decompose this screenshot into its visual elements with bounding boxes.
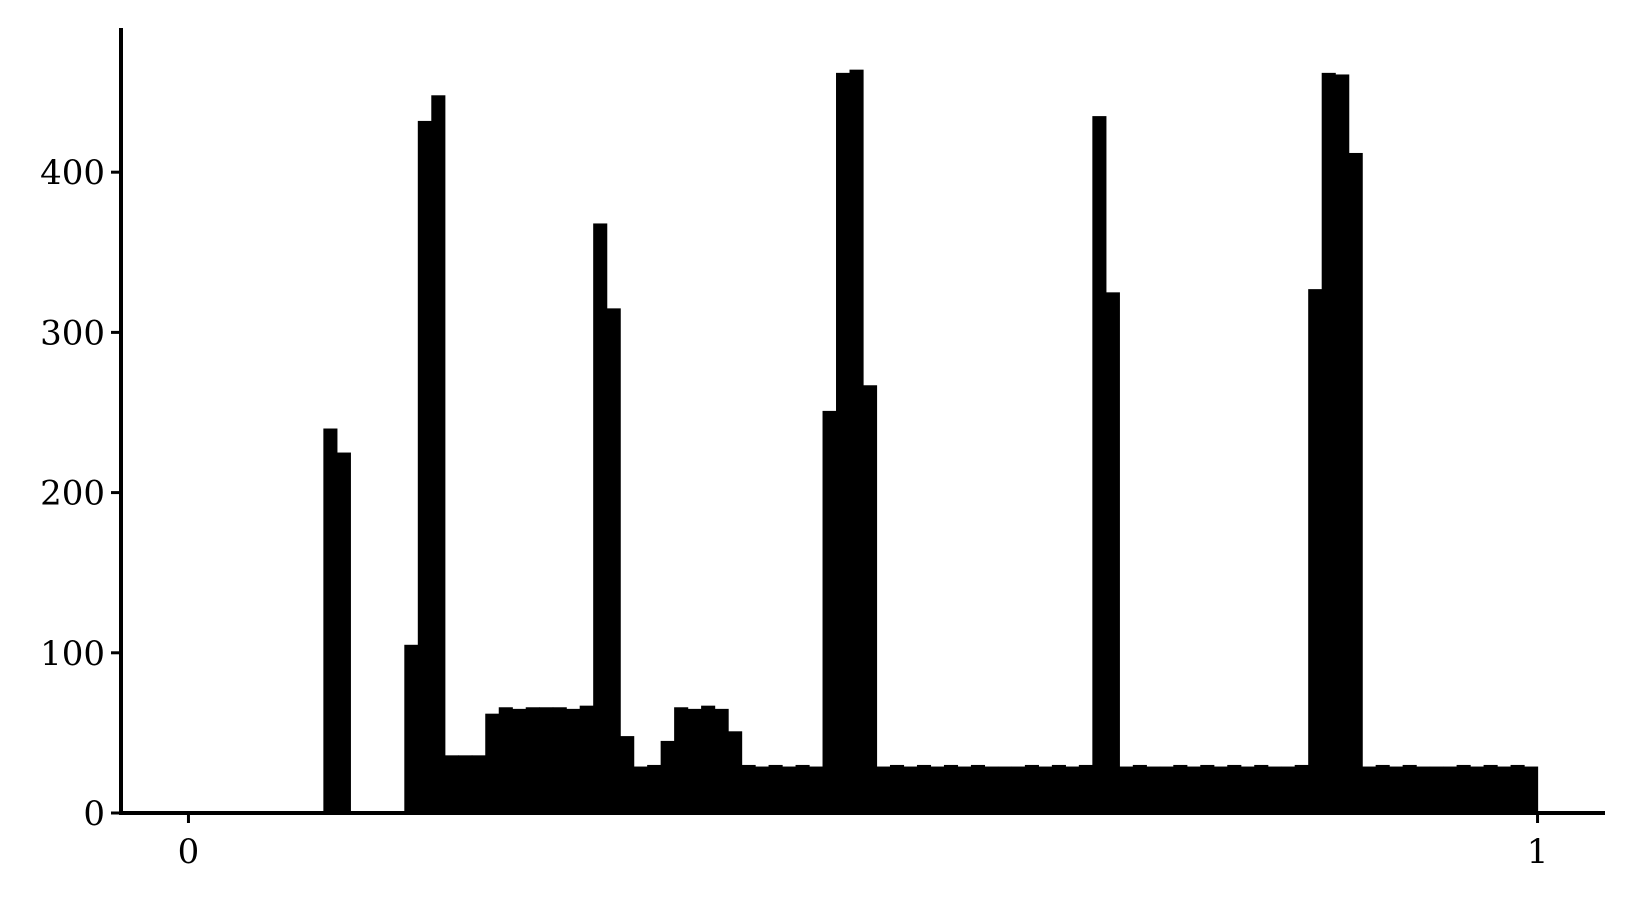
- histogram-bar: [836, 72, 851, 814]
- histogram-bar: [1497, 766, 1512, 813]
- histogram-bar: [1065, 766, 1080, 813]
- histogram-bar: [1362, 766, 1377, 813]
- histogram-bar: [701, 705, 716, 813]
- histogram-bar: [1524, 766, 1539, 813]
- histogram-bar: [1227, 764, 1242, 813]
- histogram-bar: [1213, 766, 1228, 813]
- histogram-bar: [1335, 74, 1350, 813]
- histogram-bar: [579, 705, 594, 813]
- histogram-bar: [1321, 72, 1336, 814]
- histogram-bar: [674, 707, 689, 813]
- histogram-bar: [1402, 764, 1417, 813]
- histogram-bar: [431, 95, 446, 814]
- histogram-bar: [782, 766, 797, 813]
- histogram-bar: [1078, 764, 1093, 813]
- histogram-bar: [1024, 764, 1039, 813]
- histogram-bar: [1443, 766, 1458, 813]
- histogram-bar: [1470, 766, 1485, 813]
- histogram-bar: [1105, 292, 1120, 814]
- histogram-bar: [1038, 766, 1053, 813]
- histogram-bar: [1483, 764, 1498, 813]
- histogram-bar: [444, 755, 459, 813]
- histogram-bar: [606, 308, 621, 813]
- histogram-bar: [1375, 764, 1390, 813]
- x-tick-label: 0: [178, 832, 200, 872]
- histogram-bar: [1092, 116, 1107, 814]
- histogram-bar: [1011, 766, 1026, 813]
- histogram-bar: [755, 766, 770, 813]
- histogram-bar: [552, 707, 567, 813]
- histogram-bar: [1348, 152, 1363, 813]
- y-tick-label: 0: [83, 794, 105, 834]
- histogram-bar: [633, 766, 648, 813]
- histogram-bar: [566, 708, 581, 813]
- histogram-bar: [984, 766, 999, 813]
- histogram-bar: [512, 708, 527, 813]
- histogram-bars: [323, 69, 1539, 814]
- y-axis-ticks: 0 100 200 300 400: [40, 153, 121, 834]
- histogram-bar: [620, 736, 635, 813]
- histogram-bar: [1416, 766, 1431, 813]
- histogram-bar: [714, 708, 729, 813]
- histogram-bar: [809, 766, 824, 813]
- histogram-bar: [1132, 764, 1147, 813]
- histogram-bar: [485, 713, 500, 813]
- histogram-bar: [525, 707, 540, 813]
- histogram-bar: [323, 428, 338, 813]
- histogram-bar: [1267, 766, 1282, 813]
- histogram-bar: [1510, 764, 1525, 813]
- histogram-bar: [417, 120, 432, 814]
- histogram-bar: [1119, 766, 1134, 813]
- histogram-bar: [660, 740, 675, 813]
- histogram-bar: [930, 766, 945, 813]
- histogram-bar: [1456, 764, 1471, 813]
- histogram-bar: [822, 410, 837, 813]
- histogram-bar: [903, 766, 918, 813]
- histogram-bar: [593, 223, 608, 813]
- histogram-bar: [1281, 766, 1296, 813]
- histogram-bar: [768, 764, 783, 813]
- histogram-bar: [943, 764, 959, 813]
- histogram-bar: [863, 385, 878, 813]
- histogram-bar: [1429, 766, 1444, 813]
- histogram-bar: [728, 731, 743, 813]
- histogram-bar: [849, 69, 864, 813]
- histogram-bar: [1200, 764, 1215, 813]
- histogram-bar: [404, 644, 419, 813]
- histogram-bar: [1240, 766, 1255, 813]
- histogram-bar: [336, 452, 351, 813]
- histogram-bar: [1186, 766, 1201, 813]
- histogram-bar: [647, 764, 662, 813]
- histogram-bar: [957, 766, 972, 813]
- histogram-bar: [1051, 764, 1066, 813]
- histogram-bar: [1254, 764, 1269, 813]
- histogram-bar: [1389, 766, 1404, 813]
- histogram-bar: [687, 708, 702, 813]
- histogram-bar: [1159, 766, 1174, 813]
- x-tick-label: 1: [1527, 832, 1549, 872]
- y-tick-label: 300: [40, 313, 105, 353]
- histogram-bar: [458, 755, 473, 813]
- histogram-bar: [916, 764, 932, 813]
- histogram-bar: [1146, 766, 1161, 813]
- histogram-bar: [471, 755, 486, 813]
- histogram-bar: [795, 764, 810, 813]
- histogram-bar: [498, 707, 513, 813]
- histogram-bar: [1294, 764, 1309, 813]
- y-tick-label: 400: [40, 153, 105, 193]
- y-tick-label: 200: [40, 474, 105, 514]
- histogram-bar: [1173, 764, 1188, 813]
- histogram-bar: [1308, 289, 1323, 813]
- histogram-bar: [970, 764, 986, 813]
- y-tick-label: 100: [40, 634, 105, 674]
- histogram-bar: [741, 764, 756, 813]
- histogram-bar: [539, 707, 554, 813]
- histogram-bar: [889, 764, 905, 813]
- histogram-bar: [997, 766, 1012, 813]
- histogram-bar: [876, 766, 891, 813]
